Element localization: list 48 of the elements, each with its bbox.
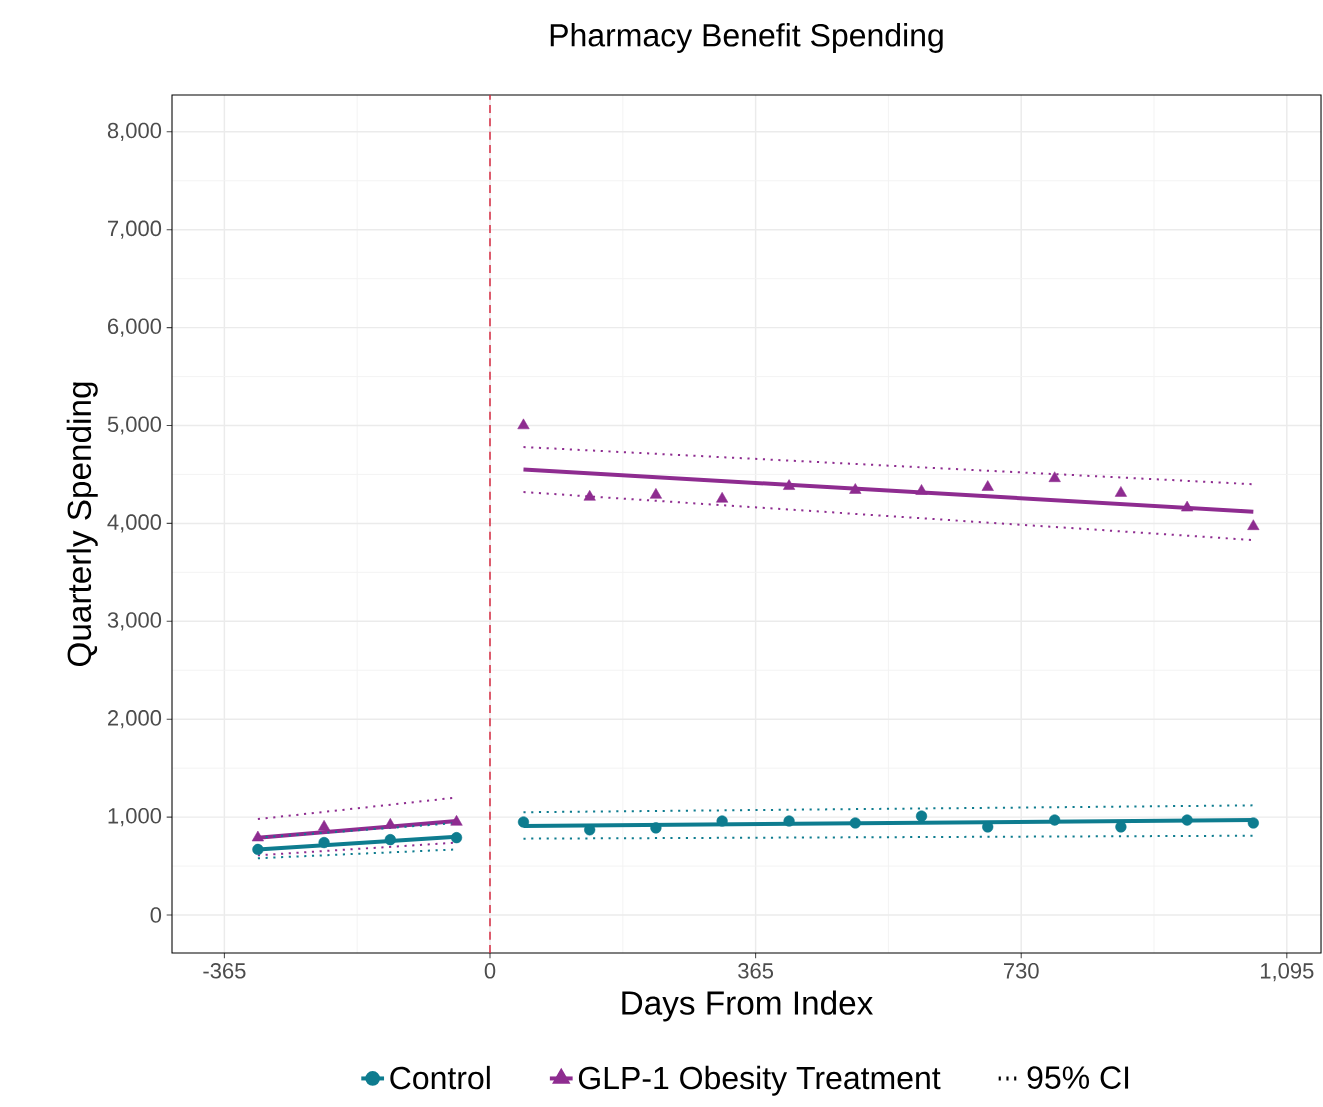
point xyxy=(915,484,928,495)
point xyxy=(1049,814,1061,826)
y-axis-title: Quarterly Spending xyxy=(66,382,98,667)
point xyxy=(650,822,662,834)
point xyxy=(318,836,330,849)
point xyxy=(783,479,796,490)
point xyxy=(716,815,728,827)
chart-title: Pharmacy Benefit Spending xyxy=(550,23,943,53)
point xyxy=(849,483,862,494)
point xyxy=(517,816,530,828)
x-tick-label: 730 xyxy=(1003,963,1039,979)
y-tick-label: 7,000 xyxy=(108,220,162,239)
point xyxy=(1181,500,1194,512)
point xyxy=(517,418,530,430)
point xyxy=(981,480,994,491)
point xyxy=(716,492,729,503)
y-tick-label: 3,000 xyxy=(107,612,162,631)
point xyxy=(251,830,264,842)
point xyxy=(583,490,596,501)
y-tick-label: 1,000 xyxy=(108,808,162,827)
x-tick-label: 1,095 xyxy=(1260,963,1314,982)
y-tick-label: 6,000 xyxy=(108,318,162,337)
point xyxy=(915,810,928,822)
y-tick-label: 0 xyxy=(150,907,162,923)
point xyxy=(450,815,463,826)
point xyxy=(1114,486,1127,497)
y-tick-label: 8,000 xyxy=(107,122,162,141)
point xyxy=(783,815,795,827)
legend-label: GLP-1 Obesity Treatment xyxy=(578,1065,941,1096)
point xyxy=(450,832,463,844)
y-tick-label: 4,000 xyxy=(107,514,162,533)
point xyxy=(1181,814,1193,826)
y-tick-label: 5,000 xyxy=(107,416,162,435)
legend-label: Control xyxy=(390,1065,490,1090)
point xyxy=(649,488,662,499)
point xyxy=(849,817,861,829)
point xyxy=(318,819,331,831)
point xyxy=(384,834,396,846)
x-tick-label: 0 xyxy=(484,963,496,979)
y-tick-label: 2,000 xyxy=(108,710,162,729)
x-tick-label: -365 xyxy=(203,963,246,979)
point xyxy=(1048,471,1061,482)
x-axis-title: Days From Index xyxy=(622,990,873,1022)
point xyxy=(1247,519,1260,530)
text: 95% CI xyxy=(1027,1066,1129,1089)
point xyxy=(252,843,264,856)
x-tick-label: 365 xyxy=(738,963,774,979)
point xyxy=(1247,817,1259,829)
